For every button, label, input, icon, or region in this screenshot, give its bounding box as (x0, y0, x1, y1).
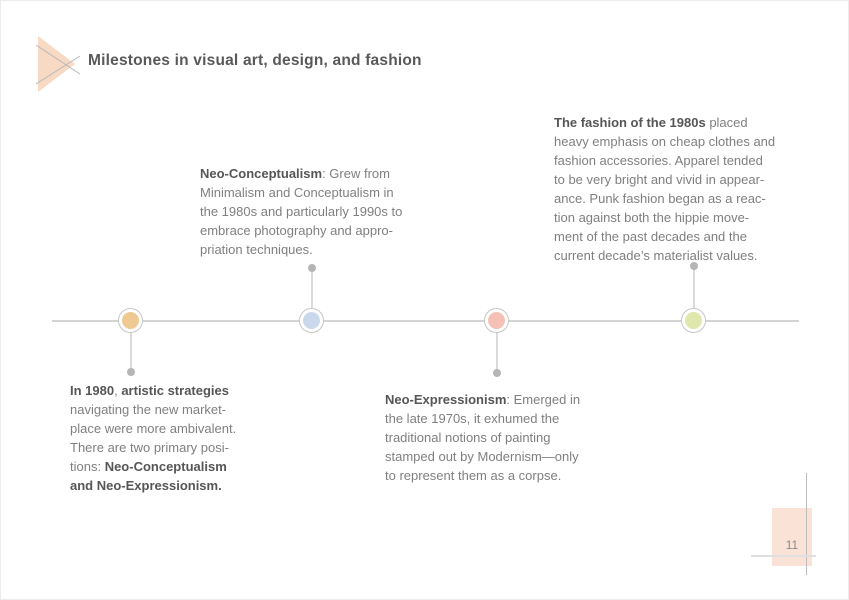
timeline-marker-fashion-1980s (681, 308, 706, 333)
connector-line (311, 268, 313, 308)
timeline-marker-neo-conceptualism (299, 308, 324, 333)
page-title: Milestones in visual art, design, and fa… (88, 52, 422, 69)
connector-line (496, 333, 498, 373)
marker-fill (488, 312, 505, 329)
event-body: placed heavy emphasis on cheap clothes a… (554, 115, 776, 263)
event-text-fashion-1980s: The fashion of the 1980s placed heavy em… (554, 113, 816, 265)
decorative-horizontal-line (751, 555, 816, 557)
connector-dot (690, 262, 698, 270)
event-lead: Neo-Expressionism (385, 392, 507, 407)
event-text-in-1980: In 1980, artistic strategies navigating … (70, 381, 285, 495)
event-lead: The fashion of the 1980s (554, 115, 706, 130)
timeline-marker-neo-expressionism (484, 308, 509, 333)
connector-dot (308, 264, 316, 272)
event-body: navigating the new market- place were mo… (70, 402, 237, 474)
event-emphasis: Neo-Conceptualism and Neo-Expressionism. (70, 459, 227, 493)
connector-dot (493, 369, 501, 377)
connector-line (130, 333, 132, 372)
connector-dot (127, 368, 135, 376)
marker-fill (122, 312, 139, 329)
event-separator: , (114, 383, 122, 398)
marker-fill (685, 312, 702, 329)
event-lead: artistic strategies (121, 383, 229, 398)
triangle-logo-icon (36, 36, 81, 92)
event-text-neo-conceptualism: Neo-Conceptualism: Grew from Minimalism … (200, 164, 445, 259)
connector-line (693, 266, 695, 308)
event-text-neo-expressionism: Neo-Expressionism: Emerged in the late 1… (385, 390, 630, 485)
page-number: 11 (785, 538, 799, 552)
timeline-axis (52, 320, 799, 322)
event-body: : Grew from Minimalism and Conceptualism… (200, 166, 403, 257)
event-lead: In 1980 (70, 383, 115, 398)
timeline-marker-in-1980 (118, 308, 143, 333)
marker-fill (303, 312, 320, 329)
event-lead: Neo-Conceptualism (200, 166, 323, 181)
decorative-vertical-line (806, 473, 807, 575)
event-body: : Emerged in the late 1970s, it exhumed … (385, 392, 581, 483)
